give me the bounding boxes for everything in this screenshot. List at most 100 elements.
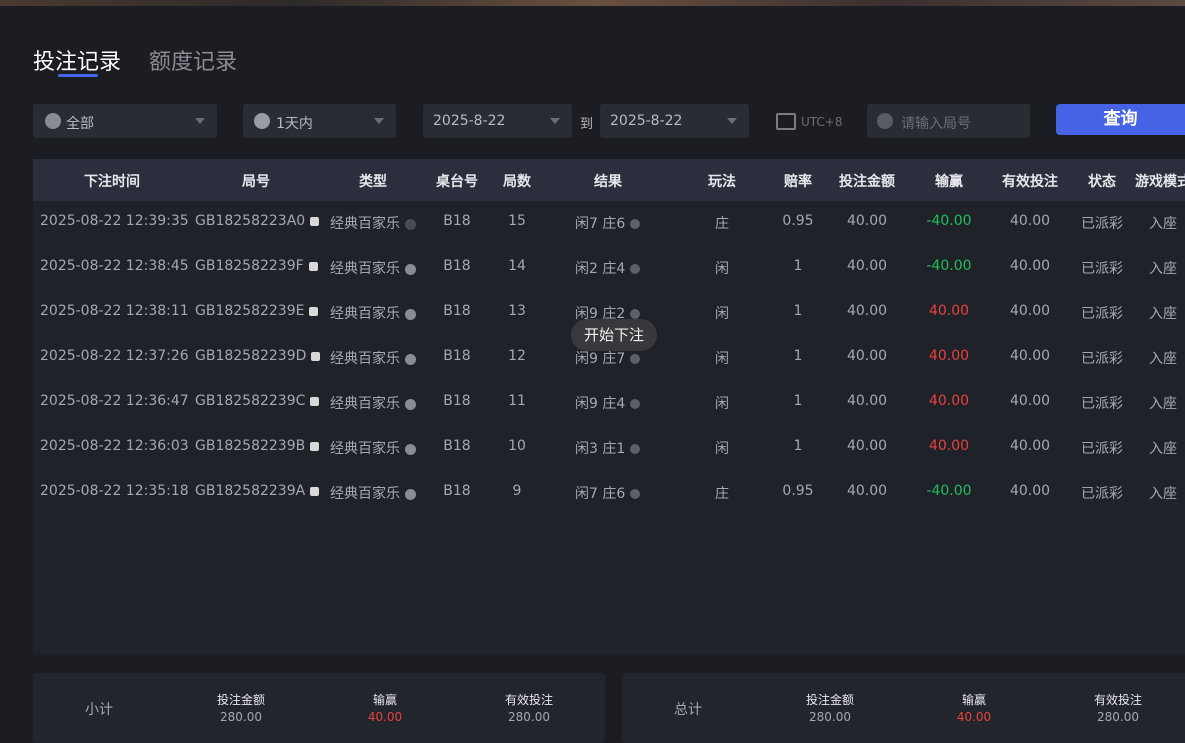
table-cell: B18 xyxy=(443,213,471,229)
copy-icon[interactable] xyxy=(310,396,320,406)
table-cell: B18 xyxy=(443,483,471,499)
table-cell: 40.00 xyxy=(1009,438,1051,454)
info-icon xyxy=(630,309,641,319)
summary-item-value: 280.00 xyxy=(809,710,851,724)
table-cell: B18 xyxy=(443,348,471,364)
table-cell: 经典百家乐 xyxy=(330,348,416,368)
calendar-icon xyxy=(776,113,796,130)
column-header: 玩法 xyxy=(708,174,736,190)
table-cell: 40.00 xyxy=(1009,303,1051,319)
copy-icon[interactable] xyxy=(309,306,319,316)
table-cell: 13 xyxy=(508,303,526,319)
table-cell: 闲7 庄6 xyxy=(575,483,641,503)
table-cell: 闲 xyxy=(715,351,729,367)
column-header: 下注时间 xyxy=(84,174,140,190)
table-cell: 入座 xyxy=(1149,351,1177,367)
table-cell: B18 xyxy=(443,258,471,274)
table-cell: 1 xyxy=(793,258,803,274)
table-cell: 40.00 xyxy=(846,348,888,364)
table-cell: 11 xyxy=(508,393,526,409)
dot-icon xyxy=(405,218,416,230)
table-body xyxy=(33,159,1185,655)
icon xyxy=(45,113,61,129)
table-cell: 0.95 xyxy=(782,483,814,499)
table-cell: 12 xyxy=(508,348,526,364)
info-icon xyxy=(630,264,641,274)
table-cell: 40.00 xyxy=(1009,483,1051,499)
round-input[interactable]: 请输入局号 xyxy=(867,104,1030,138)
to-label: 到 xyxy=(580,117,594,132)
table-cell: 40.00 xyxy=(928,393,970,409)
query-button[interactable]: 查询 xyxy=(1056,104,1185,135)
table-cell: B18 xyxy=(443,393,471,409)
summary-item-label: 有效投注 xyxy=(504,693,553,707)
table-cell: 2025-08-22 12:38:11 xyxy=(40,303,189,319)
column-header: 输赢 xyxy=(935,174,963,190)
banner-strip xyxy=(0,0,1185,6)
summary-item-value: 280.00 xyxy=(508,710,550,724)
period-select[interactable]: 1天内 xyxy=(243,104,396,138)
info-icon xyxy=(630,219,641,229)
summary-item-label: 有效投注 xyxy=(1093,693,1142,707)
table-cell: 0.95 xyxy=(782,213,814,229)
column-header: 游戏模式 xyxy=(1135,174,1185,190)
table-cell: 2025-08-22 12:36:03 xyxy=(40,438,189,454)
column-header: 局数 xyxy=(503,174,531,190)
summary-item-label: 投注金额 xyxy=(216,693,265,707)
table-cell: GB182582239E xyxy=(195,303,319,319)
tab-underline xyxy=(58,74,98,77)
table-cell: 庄 xyxy=(715,216,729,232)
copy-icon[interactable] xyxy=(310,216,320,226)
select-text: 全部 xyxy=(66,116,94,132)
table-cell: 已派彩 xyxy=(1081,486,1123,502)
table-cell: GB182582239C xyxy=(195,393,320,409)
table-cell: 10 xyxy=(508,438,526,454)
date-from[interactable]: 2025-8-22 xyxy=(423,104,572,138)
table-cell: 40.00 xyxy=(1009,213,1051,229)
table-cell: 14 xyxy=(508,258,526,274)
copy-icon[interactable] xyxy=(308,261,318,271)
table-cell: 9 xyxy=(512,483,522,499)
summary-item-value: 40.00 xyxy=(367,710,403,724)
table-cell: 40.00 xyxy=(846,258,888,274)
table-cell: -40.00 xyxy=(926,483,972,499)
table-cell: 经典百家乐 xyxy=(330,393,416,413)
tab-active[interactable]: 投注记录 xyxy=(33,50,122,75)
table-cell: 40.00 xyxy=(1009,258,1051,274)
column-header: 状态 xyxy=(1088,174,1116,190)
table-cell: 入座 xyxy=(1149,441,1177,457)
table-cell: 1 xyxy=(793,393,803,409)
select-text: 1天内 xyxy=(276,116,313,132)
table-cell: 40.00 xyxy=(846,393,888,409)
table-cell: 入座 xyxy=(1149,306,1177,322)
dot-icon xyxy=(405,488,416,500)
copy-icon[interactable] xyxy=(311,351,321,361)
copy-icon[interactable] xyxy=(310,486,320,496)
table-cell: 40.00 xyxy=(1009,348,1051,364)
timezone: UTC+8 xyxy=(801,115,843,129)
table-cell: GB182582239B xyxy=(195,438,320,454)
table-cell: 经典百家乐 xyxy=(330,303,416,323)
column-header: 结果 xyxy=(594,174,622,190)
table-cell: B18 xyxy=(443,438,471,454)
summary-item-value: 40.00 xyxy=(956,710,992,724)
table-cell: -40.00 xyxy=(926,213,972,229)
summary-item-label: 输赢 xyxy=(372,693,397,707)
table-cell: 闲 xyxy=(715,396,729,412)
table-cell: 1 xyxy=(793,348,803,364)
table-cell: 经典百家乐 xyxy=(330,258,416,278)
summary-item-label: 投注金额 xyxy=(805,693,854,707)
table-cell: 入座 xyxy=(1149,486,1177,502)
tab[interactable]: 额度记录 xyxy=(149,50,238,75)
date-to[interactable]: 2025-8-22 xyxy=(600,104,749,138)
summary-box xyxy=(33,673,605,743)
info-icon xyxy=(630,489,641,499)
game-select[interactable]: 全部 xyxy=(33,104,217,138)
table-cell: 入座 xyxy=(1149,261,1177,277)
summary-box xyxy=(622,673,1185,743)
summary-item-value: 280.00 xyxy=(1097,710,1139,724)
table-cell: 15 xyxy=(508,213,526,229)
copy-icon[interactable] xyxy=(310,441,320,451)
table-cell: GB182582239A xyxy=(195,483,320,499)
